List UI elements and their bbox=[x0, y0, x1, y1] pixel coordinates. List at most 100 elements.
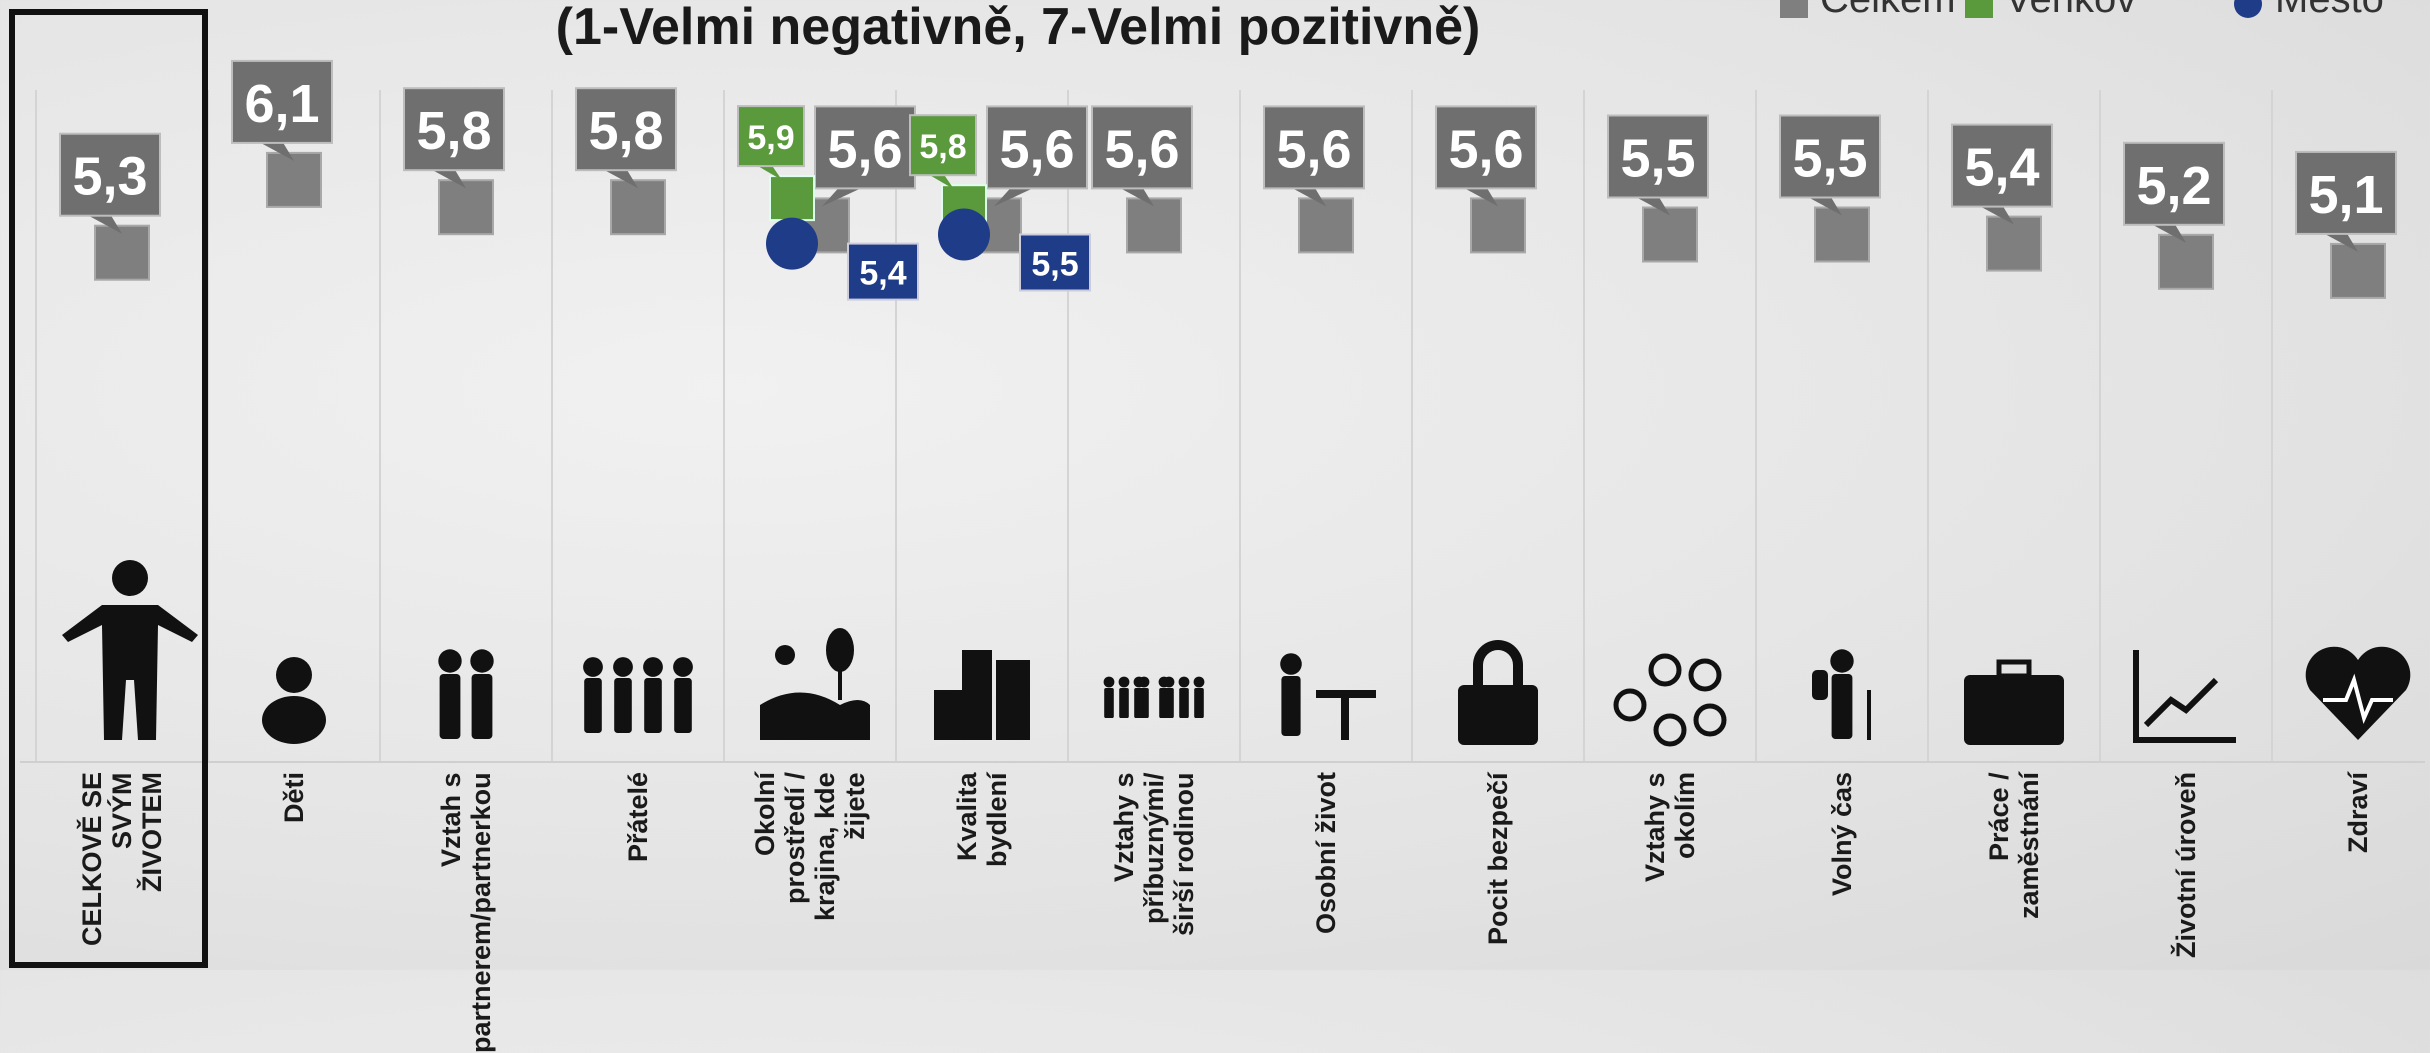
legend-label: Město bbox=[2275, 0, 2384, 21]
value-label: 5,4 bbox=[859, 255, 906, 293]
category-label: Práce / zaměstnání bbox=[1984, 772, 2044, 920]
icon-part bbox=[1281, 676, 1301, 736]
legend-swatch bbox=[2234, 0, 2262, 18]
category-label: Osobní život bbox=[1311, 772, 1341, 934]
icon bbox=[438, 649, 494, 739]
icon-part bbox=[439, 674, 461, 739]
marker bbox=[1814, 206, 1870, 263]
marker bbox=[610, 179, 666, 236]
callout-box bbox=[986, 105, 1088, 190]
icon-part bbox=[1812, 670, 1828, 700]
value-label: 5,9 bbox=[747, 119, 794, 157]
callout-box bbox=[1435, 105, 1537, 190]
icon-part bbox=[1163, 676, 1175, 688]
icon-part bbox=[1280, 653, 1302, 675]
marker bbox=[1126, 197, 1182, 254]
icon-part bbox=[584, 678, 602, 733]
icon bbox=[2133, 650, 2236, 743]
category-label: Vztahy s příbuznými/širší rodinou bbox=[1109, 772, 1199, 936]
icon bbox=[2305, 646, 2411, 740]
marker bbox=[1298, 197, 1354, 254]
icon-part bbox=[934, 690, 964, 740]
callout-pointer bbox=[994, 186, 1037, 207]
icon-part bbox=[2143, 677, 2219, 728]
value-label: 5,6 bbox=[1276, 119, 1351, 179]
marker bbox=[2330, 242, 2386, 299]
marker bbox=[938, 208, 990, 261]
icon-part bbox=[1193, 676, 1205, 688]
icon-part bbox=[276, 657, 312, 693]
highlight-box bbox=[9, 9, 208, 968]
marker bbox=[1642, 206, 1698, 263]
icon-part bbox=[1133, 676, 1145, 688]
callout-box bbox=[1779, 114, 1881, 199]
icon-part bbox=[673, 657, 693, 677]
value-label: 5,6 bbox=[1448, 119, 1523, 179]
category-label: Zdraví bbox=[2343, 772, 2373, 854]
icon-part bbox=[1996, 659, 2032, 679]
value-label: 5,8 bbox=[588, 101, 663, 161]
value-label: 5,1 bbox=[2308, 165, 2383, 225]
value-label: 5,3 bbox=[72, 147, 147, 207]
legend-label: Venkov bbox=[2005, 0, 2136, 21]
icon-part bbox=[1653, 713, 1687, 747]
callout-box bbox=[1091, 105, 1193, 190]
icon bbox=[1613, 653, 1727, 747]
icon-part bbox=[838, 670, 842, 700]
category-label: Přátelé bbox=[623, 772, 653, 863]
icon bbox=[62, 560, 198, 740]
icon-part bbox=[262, 696, 326, 744]
icon-part bbox=[2323, 673, 2393, 725]
icon-part bbox=[1473, 640, 1523, 685]
icon-part bbox=[1119, 688, 1129, 718]
callout-pointer bbox=[85, 213, 122, 234]
icon bbox=[1280, 653, 1376, 740]
callout-box bbox=[737, 105, 805, 168]
icon-part bbox=[1458, 685, 1538, 745]
icon-part bbox=[760, 692, 870, 740]
category-label: Životní úroveň bbox=[2171, 772, 2201, 959]
icon bbox=[760, 628, 870, 740]
icon bbox=[262, 657, 326, 744]
icon-part bbox=[775, 645, 795, 665]
value-label: 6,1 bbox=[244, 74, 319, 134]
value-label: 5,5 bbox=[1792, 129, 1867, 189]
category-label: Volný čas bbox=[1827, 772, 1857, 897]
marker bbox=[266, 151, 322, 208]
legend-swatch bbox=[1780, 0, 1808, 18]
icon-part bbox=[1693, 703, 1727, 737]
category-label: CELKOVĚ SE SVÝM ŽIVOTEM bbox=[77, 772, 167, 947]
icon-part bbox=[962, 650, 992, 740]
icon-part bbox=[1104, 688, 1114, 718]
legend-swatch bbox=[1965, 0, 1993, 18]
icon-part bbox=[1194, 688, 1204, 718]
icon-part bbox=[1830, 649, 1854, 673]
icon-part bbox=[1613, 688, 1647, 722]
icon-part bbox=[613, 657, 633, 677]
icon-part bbox=[1964, 675, 2064, 745]
callout-box bbox=[1019, 233, 1091, 292]
marker bbox=[1470, 197, 1526, 254]
callout-pointer bbox=[1117, 186, 1154, 207]
icon-part bbox=[62, 605, 198, 740]
icon-part bbox=[583, 657, 603, 677]
callout-box bbox=[909, 114, 977, 177]
legend-label: Celkem bbox=[1820, 0, 1956, 21]
icon-part bbox=[826, 628, 854, 672]
value-label: 5,6 bbox=[999, 119, 1074, 179]
value-label: 5,4 bbox=[1964, 138, 2039, 198]
value-label: 5,8 bbox=[919, 128, 966, 166]
category-label: Děti bbox=[279, 772, 309, 824]
marker bbox=[766, 217, 818, 270]
callout-pointer bbox=[1805, 195, 1842, 216]
icon-part bbox=[1134, 688, 1144, 718]
icon-part bbox=[438, 649, 462, 673]
category-label: Okolní prostředí / krajina, kde žijete bbox=[750, 772, 870, 921]
callout-pointer bbox=[2321, 231, 2358, 252]
callout-box bbox=[2123, 141, 2225, 226]
icon-part bbox=[470, 649, 494, 673]
icon-part bbox=[1341, 698, 1349, 740]
icon-part bbox=[112, 560, 148, 596]
callout-box bbox=[814, 105, 916, 190]
